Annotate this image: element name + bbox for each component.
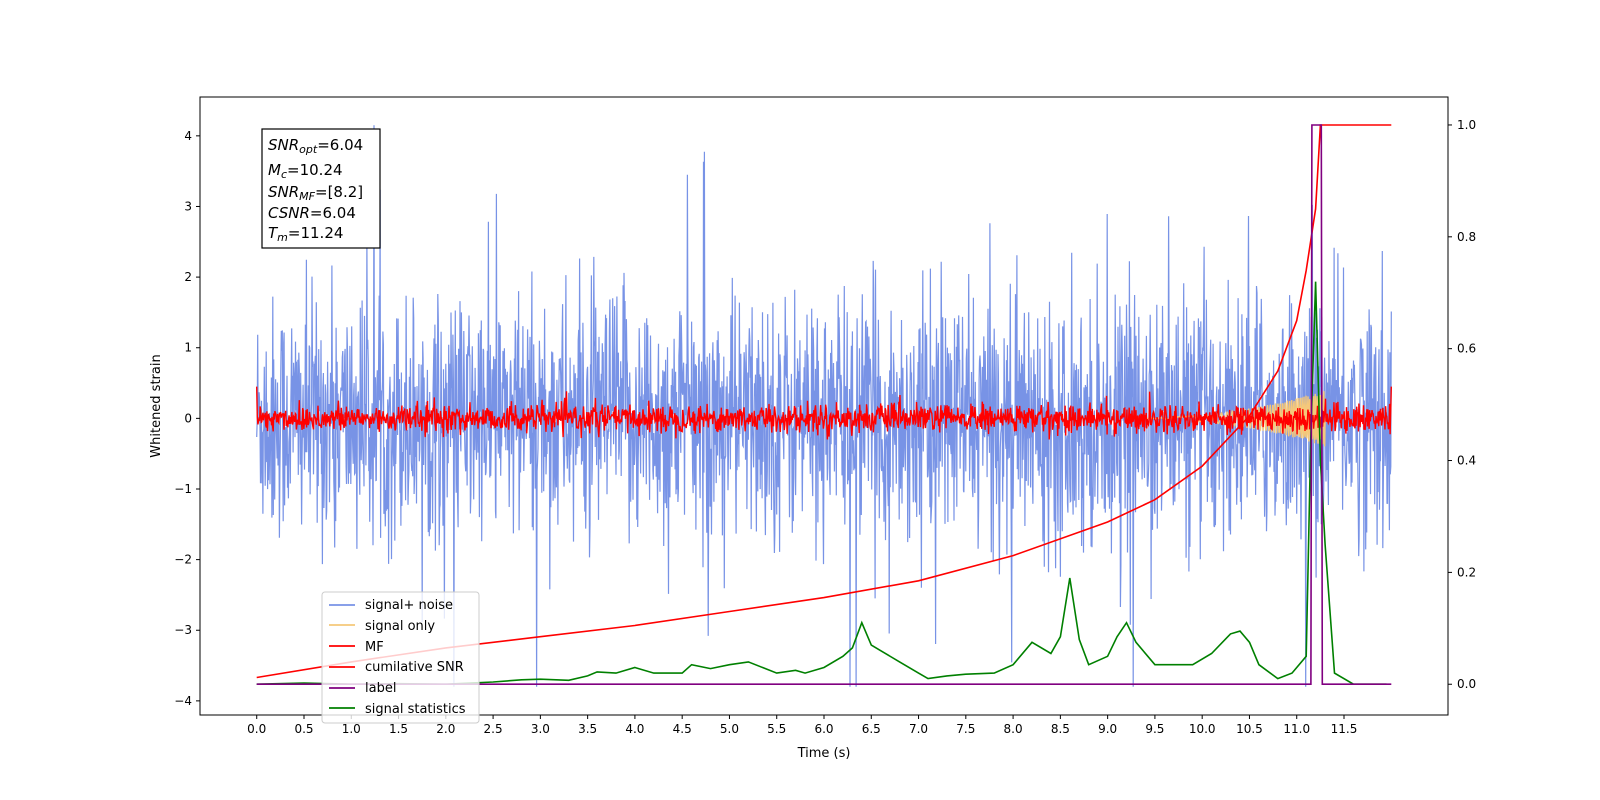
x-tick-label: 2.0 bbox=[436, 722, 455, 736]
y2-tick-label: 0.6 bbox=[1457, 342, 1476, 356]
y2-tick-label: 0.0 bbox=[1457, 677, 1476, 691]
x-tick-label: 2.5 bbox=[484, 722, 503, 736]
info-snr-mf: SNRMF=[8.2] bbox=[268, 183, 363, 203]
plot-area bbox=[256, 124, 1392, 687]
x-tick-label: 9.0 bbox=[1098, 722, 1117, 736]
x-tick-label: 9.5 bbox=[1145, 722, 1164, 736]
x-tick-label: 3.0 bbox=[531, 722, 550, 736]
x-tick-label: 4.5 bbox=[673, 722, 692, 736]
x-tick-label: 10.0 bbox=[1189, 722, 1216, 736]
series-signal-statistics-line bbox=[256, 281, 1387, 686]
x-tick-label: 5.0 bbox=[720, 722, 739, 736]
y-tick-label: 3 bbox=[184, 199, 192, 213]
axes: 0.0 0.5 1.0 1.5 2.0 2.5 3.0 3.5 4.0 4.5 5.0 5.5 6.0 6… bbox=[174, 118, 1476, 736]
x-tick-label: 7.5 bbox=[956, 722, 975, 736]
x-tick-label: 11.5 bbox=[1331, 722, 1358, 736]
info-tm: Tm=11.24 bbox=[268, 224, 343, 244]
y-tick-label: 2 bbox=[184, 270, 192, 284]
x-tick-label: 10.5 bbox=[1236, 722, 1263, 736]
legend-label-signal-noise: signal+ noise bbox=[365, 598, 453, 613]
info-csnr: CSNR=6.04 bbox=[268, 204, 356, 222]
legend-label-label: label bbox=[365, 681, 396, 696]
series-label-line bbox=[256, 124, 1392, 685]
y-tick-label: −4 bbox=[174, 694, 192, 708]
x-tick-label: 5.5 bbox=[767, 722, 786, 736]
y2-tick-label: 0.4 bbox=[1457, 454, 1476, 468]
info-box-frame bbox=[261, 128, 381, 249]
y-tick-label: 4 bbox=[184, 129, 192, 143]
x-tick-label: 1.5 bbox=[389, 722, 408, 736]
y-tick-label: −2 bbox=[174, 553, 192, 567]
x-tick-label: 8.0 bbox=[1004, 722, 1023, 736]
y2-tick-label: 1.0 bbox=[1457, 118, 1476, 132]
x-tick-label: 6.0 bbox=[814, 722, 833, 736]
legend: signal+ noise signal only MF cumilative … bbox=[321, 591, 480, 724]
legend-label-cumulative-snr: cumilative SNR bbox=[365, 660, 464, 675]
x-tick-label: 3.5 bbox=[578, 722, 597, 736]
info-box: SNRopt=6.04 Mc=10.24 SNRMF=[8.2] CSNR=6.… bbox=[261, 128, 381, 249]
legend-frame bbox=[321, 591, 480, 724]
legend-label-signal-only: signal only bbox=[365, 619, 435, 634]
x-tick-label: 0.0 bbox=[247, 722, 266, 736]
series-signal-noise-line bbox=[256, 125, 1392, 687]
info-mc: Mc=10.24 bbox=[268, 161, 343, 181]
x-tick-label: 6.5 bbox=[862, 722, 881, 736]
x-axis-label: Time (s) bbox=[797, 746, 851, 761]
y-tick-label: −1 bbox=[174, 482, 192, 496]
x-tick-label: 4.0 bbox=[625, 722, 644, 736]
x-tick-label: 1.0 bbox=[342, 722, 361, 736]
info-snr-opt: SNRopt=6.04 bbox=[268, 136, 363, 156]
legend-label-mf: MF bbox=[365, 640, 384, 655]
x-tick-label: 8.5 bbox=[1051, 722, 1070, 736]
y2-tick-label: 0.2 bbox=[1457, 565, 1476, 579]
x-tick-label: 0.5 bbox=[294, 722, 313, 736]
series-mf-line bbox=[256, 386, 1392, 440]
y-tick-label: −3 bbox=[174, 623, 192, 637]
y-tick-label: 0 bbox=[184, 411, 192, 425]
series-cumulative-snr-line bbox=[256, 124, 1392, 679]
y2-tick-label: 0.8 bbox=[1457, 230, 1476, 244]
y-tick-label: 1 bbox=[184, 341, 192, 355]
legend-label-signal-statistics: signal statistics bbox=[365, 702, 466, 717]
x-tick-label: 11.0 bbox=[1283, 722, 1310, 736]
x-tick-label: 7.0 bbox=[909, 722, 928, 736]
y-axis-label: Whitened strain bbox=[149, 354, 164, 457]
